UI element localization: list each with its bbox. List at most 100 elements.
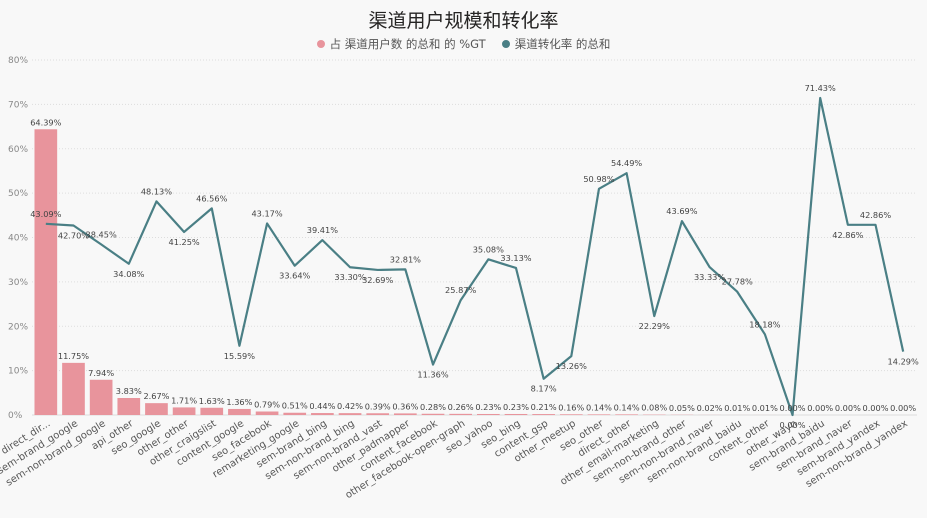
bar-data-label: 1.36% <box>226 397 252 407</box>
legend-bar-label: 占 渠道用户数 的总和 的 %GT <box>329 37 486 51</box>
bar-data-label: 0.79% <box>254 399 280 409</box>
line-data-label: 34.08% <box>113 269 144 279</box>
bar-data-label: 0.26% <box>448 402 474 412</box>
line-data-label: 15.59% <box>224 351 255 361</box>
bar-data-label: 0.08% <box>641 403 667 413</box>
bar-data-label: 0.00% <box>890 403 916 413</box>
bar-data-label: 0.05% <box>669 403 695 413</box>
bar-data-label: 0.14% <box>586 402 612 412</box>
line-data-label: 8.17% <box>531 384 557 394</box>
y-tick-label: 60% <box>8 145 28 155</box>
line-data-label: 33.64% <box>279 271 310 281</box>
line-series <box>45 96 905 417</box>
bar <box>311 413 334 415</box>
line-data-label: 13.26% <box>556 361 587 371</box>
line-data-label: 42.86% <box>860 210 891 220</box>
line-data-label: 43.69% <box>666 206 697 216</box>
bar-data-label: 11.75% <box>58 351 89 361</box>
y-tick-label: 40% <box>8 234 28 244</box>
legend-line-label: 渠道转化率 的总和 <box>514 37 611 51</box>
line-data-label: 33.30% <box>334 272 365 282</box>
line-data-label: 71.43% <box>805 83 836 93</box>
line-data-label: 18.18% <box>749 319 780 329</box>
line-data-label: 35.08% <box>473 244 504 254</box>
line-data-label: 38.45% <box>86 229 117 239</box>
y-tick-label: 30% <box>8 278 28 288</box>
line-data-label: 32.69% <box>362 275 393 285</box>
bar-data-label: 64.39% <box>30 117 61 127</box>
line-data-label: 14.29% <box>888 357 919 367</box>
bar <box>504 413 528 415</box>
bar <box>172 407 196 415</box>
bar-data-label: 7.94% <box>88 368 114 378</box>
bar-data-label: 0.00% <box>807 403 833 413</box>
line-data-label: 41.25% <box>168 237 199 247</box>
bar-data-label: 3.83% <box>116 386 142 396</box>
bar-data-label: 0.36% <box>392 401 418 411</box>
line-data-label: 46.56% <box>196 193 227 203</box>
bar-data-label: 0.42% <box>337 401 363 411</box>
line-data-label: 22.29% <box>639 321 670 331</box>
bar <box>366 413 390 415</box>
line-data-label: 33.33% <box>694 272 725 282</box>
legend-bar-swatch <box>316 40 325 48</box>
bar-data-label: 0.14% <box>614 402 640 412</box>
line-data-label: 43.17% <box>251 208 282 218</box>
line-data-label: 50.98% <box>583 174 614 184</box>
line-data-label: 48.13% <box>141 186 172 196</box>
y-tick-label: 80% <box>8 56 28 66</box>
bar-data-label: 0.16% <box>558 402 584 412</box>
y-tick-label: 50% <box>8 189 28 199</box>
y-tick-label: 0% <box>8 411 23 421</box>
chart-title: 渠道用户规模和转化率 <box>368 10 559 32</box>
line-data-label: 42.70% <box>58 231 89 241</box>
line-data-label: 39.41% <box>307 225 338 235</box>
bar-data-label: 0.28% <box>420 402 446 412</box>
bar-data-label: 0.51% <box>282 401 308 411</box>
line-data-label: 0.00% <box>780 420 806 430</box>
bar <box>89 379 113 415</box>
y-tick-label: 70% <box>8 100 28 110</box>
legend-item-bar[interactable]: 占 渠道用户数 的总和 的 %GT <box>316 36 486 52</box>
line-data-label: 54.49% <box>611 158 642 168</box>
line-data-label: 33.13% <box>500 253 531 263</box>
legend-item-line[interactable]: 渠道转化率 的总和 <box>501 36 611 52</box>
bar-data-label: 0.44% <box>309 401 335 411</box>
legend-line-swatch <box>501 40 510 48</box>
bar <box>615 414 638 415</box>
bar-data-label: 0.23% <box>503 402 529 412</box>
line-data-label: 27.78% <box>722 277 753 287</box>
bar <box>338 413 362 415</box>
bar-data-label: 2.67% <box>143 391 169 401</box>
bar <box>145 403 168 415</box>
legend: 占 渠道用户数 的总和 的 %GT 渠道转化率 的总和 <box>0 36 927 52</box>
bar-data-label: 0.00% <box>780 403 806 413</box>
bar <box>449 413 473 415</box>
bar-data-label: 1.71% <box>171 395 197 405</box>
bar-data-label: 0.21% <box>531 402 557 412</box>
y-tick-label: 10% <box>8 367 28 377</box>
bar <box>587 414 611 415</box>
y-tick-label: 20% <box>8 322 28 332</box>
bar <box>117 398 141 415</box>
bar-data-label: 0.02% <box>697 403 723 413</box>
line-data-label: 43.09% <box>30 209 61 219</box>
bar <box>255 411 279 415</box>
bar-data-label: 0.01% <box>752 403 778 413</box>
bar <box>476 413 500 415</box>
bar-data-label: 0.39% <box>365 401 391 411</box>
bar <box>283 412 307 415</box>
line-data-label: 32.81% <box>390 254 421 264</box>
bar-data-label: 0.01% <box>724 403 750 413</box>
bar <box>532 414 555 415</box>
bar <box>228 408 251 415</box>
bar-data-label: 0.00% <box>863 403 889 413</box>
bar <box>62 362 85 415</box>
line-data-label: 25.87% <box>445 285 476 295</box>
bar <box>200 407 224 415</box>
bar-data-label: 0.23% <box>475 402 501 412</box>
bar <box>394 413 417 415</box>
bar <box>421 413 445 415</box>
